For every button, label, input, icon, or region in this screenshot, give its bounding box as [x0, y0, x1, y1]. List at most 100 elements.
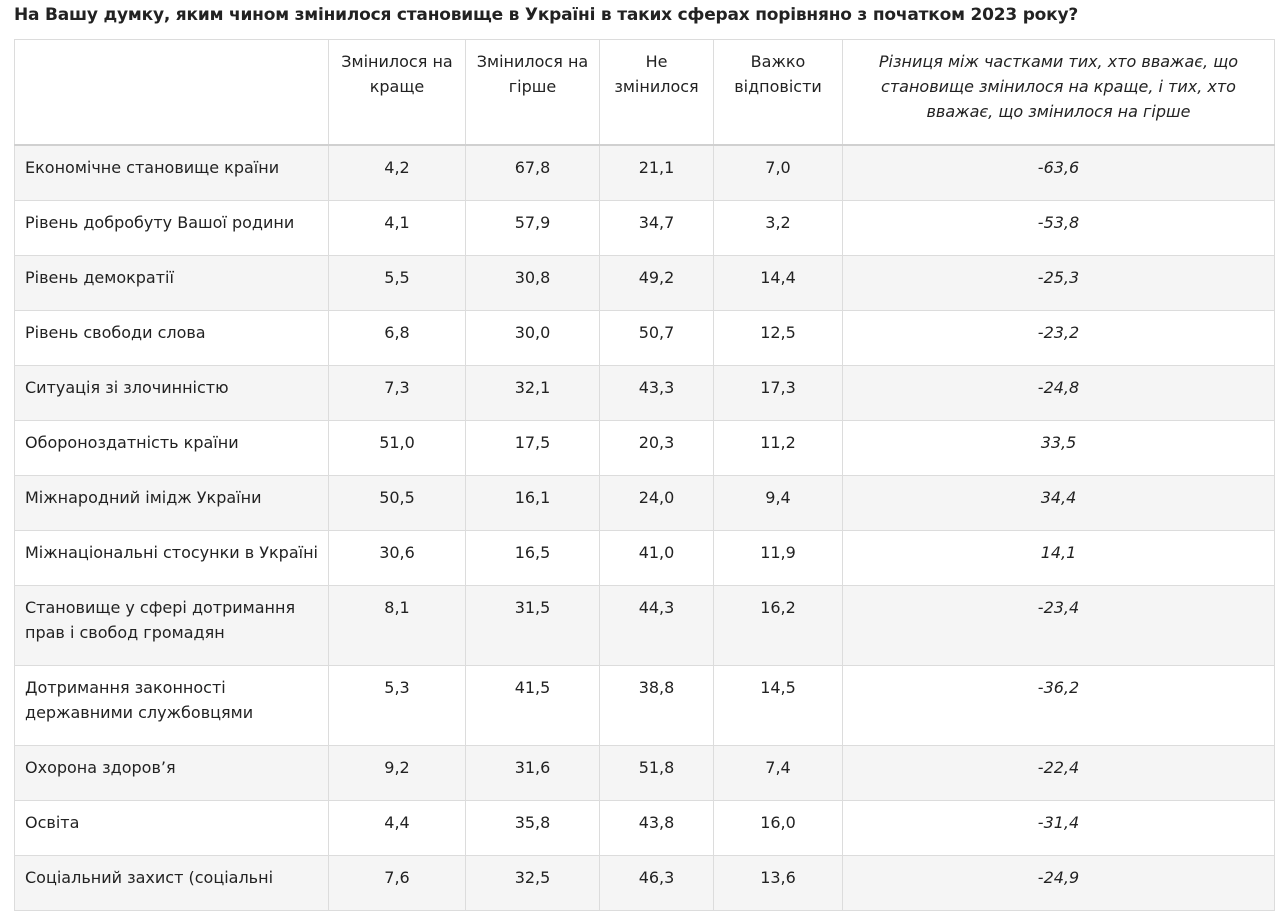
header-cell: Змінилося на гірше: [465, 39, 600, 146]
table-cell: 16,5: [465, 530, 600, 586]
table-cell: 34,7: [599, 200, 714, 256]
table-cell: 51,0: [328, 420, 466, 476]
table-cell: 7,3: [328, 365, 466, 421]
table-cell: 30,0: [465, 310, 600, 366]
table-cell: 67,8: [465, 144, 600, 201]
table-cell: 14,1: [842, 530, 1275, 586]
table-cell: 4,1: [328, 200, 466, 256]
header-cell: Не змінилося: [599, 39, 714, 146]
table-cell: 13,6: [713, 855, 843, 911]
row-label: Обороноздатність країни: [14, 420, 329, 476]
table-cell: 14,5: [713, 665, 843, 746]
table-cell: 43,3: [599, 365, 714, 421]
table-row: Економічне становище країни 4,2 67,8 21,1 7,…: [14, 144, 1275, 201]
data-table: Змінилося на краще Змінилося на гірше Не з…: [14, 39, 1275, 911]
table-row: Обороноздатність країни 51,0 17,5 20,3 11,2 3…: [14, 420, 1275, 476]
row-label: Становище у сфері дотримання прав і своб…: [14, 585, 329, 666]
row-label: Дотримання законності державними службов…: [14, 665, 329, 746]
table-row: Становище у сфері дотримання прав і своб…: [14, 585, 1275, 666]
table-cell: 16,1: [465, 475, 600, 531]
table-row: Охорона здоров’я 9,2 31,6 51,8 7,4 -22,4: [14, 745, 1275, 801]
row-label: Охорона здоров’я: [14, 745, 329, 801]
table-cell: 8,1: [328, 585, 466, 666]
row-label: Освіта: [14, 800, 329, 856]
page-title: На Вашу думку, яким чином змінилося стан…: [14, 5, 1079, 25]
table-cell: 3,2: [713, 200, 843, 256]
header-cell: [14, 39, 329, 146]
table-cell: -23,4: [842, 585, 1275, 666]
table-cell: 38,8: [599, 665, 714, 746]
table-row: Ситуація зі злочинністю 7,3 32,1 43,3 17,3 -2…: [14, 365, 1275, 421]
table-cell: 4,4: [328, 800, 466, 856]
row-label: Міжнаціональні стосунки в Україні: [14, 530, 329, 586]
table-cell: 49,2: [599, 255, 714, 311]
table-cell: 31,6: [465, 745, 600, 801]
row-label: Ситуація зі злочинністю: [14, 365, 329, 421]
table-cell: -53,8: [842, 200, 1275, 256]
table-cell: 9,4: [713, 475, 843, 531]
header-cell: Важко відповісти: [713, 39, 843, 146]
table-row: Рівень свободи слова 6,8 30,0 50,7 12,5 -23,2: [14, 310, 1275, 366]
table-cell: -25,3: [842, 255, 1275, 311]
table-cell: 34,4: [842, 475, 1275, 531]
table-cell: 5,5: [328, 255, 466, 311]
header-cell: Змінилося на краще: [328, 39, 466, 146]
table-cell: 31,5: [465, 585, 600, 666]
table-cell: 24,0: [599, 475, 714, 531]
table-cell: -24,9: [842, 855, 1275, 911]
row-label: Рівень свободи слова: [14, 310, 329, 366]
table-cell: 7,6: [328, 855, 466, 911]
table-cell: -23,2: [842, 310, 1275, 366]
table-cell: 16,0: [713, 800, 843, 856]
row-label: Економічне становище країни: [14, 144, 329, 201]
table-cell: -63,6: [842, 144, 1275, 201]
row-label: Міжнародний імідж України: [14, 475, 329, 531]
table-cell: 11,2: [713, 420, 843, 476]
table-row: Рівень добробуту Вашої родини 4,1 57,9 34,7…: [14, 200, 1275, 256]
table-cell: 5,3: [328, 665, 466, 746]
table-cell: 12,5: [713, 310, 843, 366]
table-cell: -31,4: [842, 800, 1275, 856]
table-cell: 51,8: [599, 745, 714, 801]
table-cell: -24,8: [842, 365, 1275, 421]
table-cell: 20,3: [599, 420, 714, 476]
header-cell: Різниця між частками тих, хто вважає, що…: [842, 39, 1275, 146]
table-cell: 57,9: [465, 200, 600, 256]
row-label: Рівень демократії: [14, 255, 329, 311]
table-cell: 30,8: [465, 255, 600, 311]
header-row: Змінилося на краще Змінилося на гірше Не з…: [14, 39, 1275, 146]
table-cell: 14,4: [713, 255, 843, 311]
table-cell: -22,4: [842, 745, 1275, 801]
table-cell: 7,0: [713, 144, 843, 201]
table-cell: -36,2: [842, 665, 1275, 746]
table-cell: 44,3: [599, 585, 714, 666]
table-cell: 7,4: [713, 745, 843, 801]
row-label: Рівень добробуту Вашої родини: [14, 200, 329, 256]
table-cell: 32,5: [465, 855, 600, 911]
table-cell: 32,1: [465, 365, 600, 421]
table-cell: 41,0: [599, 530, 714, 586]
table-cell: 4,2: [328, 144, 466, 201]
table-row: Освіта 4,4 35,8 43,8 16,0 -31,4: [14, 800, 1275, 856]
table-row: Міжнародний імідж України 50,5 16,1 24,0 9,4…: [14, 475, 1275, 531]
table-cell: 6,8: [328, 310, 466, 366]
table-cell: 50,5: [328, 475, 466, 531]
row-label: Соціальний захист (соціальні: [14, 855, 329, 911]
table-cell: 17,5: [465, 420, 600, 476]
table-cell: 11,9: [713, 530, 843, 586]
table-cell: 35,8: [465, 800, 600, 856]
table-row: Рівень демократії 5,5 30,8 49,2 14,4 -25,3: [14, 255, 1275, 311]
table-cell: 9,2: [328, 745, 466, 801]
table-cell: 43,8: [599, 800, 714, 856]
table-cell: 50,7: [599, 310, 714, 366]
table-row: Міжнаціональні стосунки в Україні 30,6 16,…: [14, 530, 1275, 586]
table-cell: 17,3: [713, 365, 843, 421]
table-cell: 16,2: [713, 585, 843, 666]
table-cell: 41,5: [465, 665, 600, 746]
table-row: Соціальний захист (соціальні 7,6 32,5 46,3 1…: [14, 855, 1275, 911]
table-cell: 21,1: [599, 144, 714, 201]
table-row: Дотримання законності державними службов…: [14, 665, 1275, 746]
table-cell: 30,6: [328, 530, 466, 586]
table-cell: 33,5: [842, 420, 1275, 476]
